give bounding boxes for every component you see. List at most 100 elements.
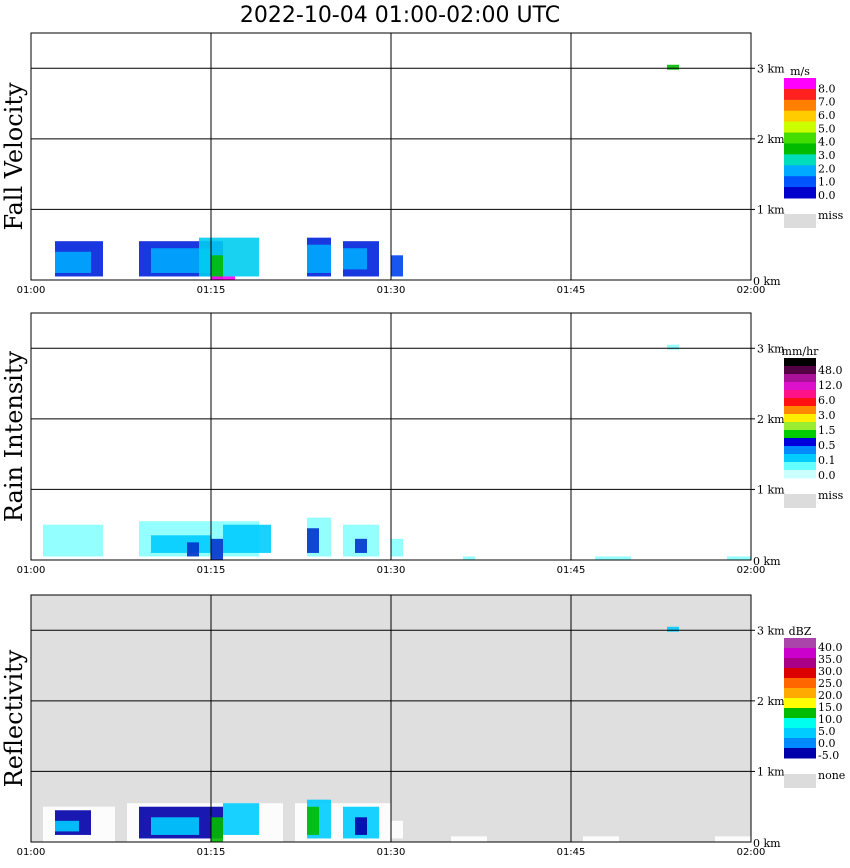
legend-swatch xyxy=(784,88,816,101)
data-cell xyxy=(211,538,223,560)
legend-swatch xyxy=(784,748,816,759)
data-cell xyxy=(355,817,367,835)
x-tick-label: 01:45 xyxy=(557,847,586,858)
legend-label: 40.0 xyxy=(818,641,843,654)
legend-swatch xyxy=(784,390,816,399)
legend-miss-label: miss xyxy=(818,489,844,502)
legend-unit: m/s xyxy=(790,65,810,78)
plot-frame xyxy=(30,594,752,843)
y-tick-label: 1 km xyxy=(757,203,785,216)
data-cell xyxy=(715,836,751,842)
legend-label: 0.0 xyxy=(818,737,836,750)
legend-label: 35.0 xyxy=(818,653,843,666)
data-cell xyxy=(595,556,631,560)
data-cell xyxy=(727,556,751,560)
legend-label: 12.0 xyxy=(818,379,843,392)
legend-label: 1.5 xyxy=(818,424,836,437)
data-cell xyxy=(463,556,475,560)
y-axis-label: Rain Intensity xyxy=(0,351,28,523)
legend-swatch xyxy=(784,414,816,423)
legend-label: 0.5 xyxy=(818,439,836,452)
legend-swatch xyxy=(784,154,816,166)
legend-swatch xyxy=(784,143,816,155)
x-tick-label: 02:00 xyxy=(737,285,766,296)
legend-swatch xyxy=(784,398,816,407)
data-cell xyxy=(451,836,487,842)
data-cell xyxy=(211,255,223,280)
data-cell xyxy=(583,836,619,842)
legend-label: 25.0 xyxy=(818,677,843,690)
legend-swatch xyxy=(784,422,816,431)
legend-swatch xyxy=(784,648,816,659)
y-zero-label: 0 km xyxy=(753,837,781,850)
data-cell xyxy=(391,820,403,839)
legend-swatch xyxy=(784,668,816,679)
legend-swatch xyxy=(784,738,816,749)
legend-label: 0.1 xyxy=(818,454,836,467)
legend-swatch xyxy=(784,638,816,649)
y-tick-label: 3 km xyxy=(757,62,785,75)
x-tick-label: 01:30 xyxy=(377,285,406,296)
legend: m/s 8.07.06.05.04.03.02.01.00.0 miss xyxy=(784,65,844,228)
legend-label: 5.0 xyxy=(818,725,836,738)
legend-unit: mm/hr xyxy=(782,345,820,358)
legend-swatch xyxy=(784,698,816,709)
data-cell xyxy=(151,535,211,553)
y-tick-label: 1 km xyxy=(757,483,785,496)
legend-swatch xyxy=(784,132,816,144)
legend-label: 7.0 xyxy=(818,96,836,109)
data-cell xyxy=(307,244,331,273)
legend: dBZ 40.035.030.025.020.015.010.05.00.0-5.… xyxy=(784,625,845,788)
legend-label: -5.0 xyxy=(818,749,839,762)
legend-swatch xyxy=(784,678,816,689)
data-cell xyxy=(55,251,91,273)
x-tick-label: 01:15 xyxy=(197,565,226,576)
legend-label: 6.0 xyxy=(818,109,836,122)
x-tick-label: 01:45 xyxy=(557,285,586,296)
legend-miss-label: none xyxy=(818,769,845,782)
legend-label: 20.0 xyxy=(818,689,843,702)
x-tick-label: 02:00 xyxy=(737,847,766,858)
legend-swatch xyxy=(784,454,816,463)
y-tick-label: 3 km xyxy=(757,342,785,355)
legend-label: 4.0 xyxy=(818,136,836,149)
data-cell xyxy=(307,528,319,553)
x-tick-label: 01:00 xyxy=(17,565,46,576)
legend-label: 0.0 xyxy=(818,189,836,202)
data-cell xyxy=(667,626,679,632)
legend-swatch xyxy=(784,728,816,739)
legend-label: 8.0 xyxy=(818,82,836,95)
data-cell xyxy=(43,524,103,557)
legend-label: 48.0 xyxy=(818,364,843,377)
legend-miss-swatch xyxy=(784,774,816,788)
data-cell xyxy=(151,817,199,835)
y-zero-label: 0 km xyxy=(753,275,781,288)
data-cell xyxy=(307,806,319,835)
legend-label: 3.0 xyxy=(818,149,836,162)
legend-swatch xyxy=(784,110,816,123)
legend-miss-label: miss xyxy=(818,209,844,222)
data-cell xyxy=(211,817,223,842)
legend-swatch xyxy=(784,187,816,199)
y-axis-label: Reflectivity xyxy=(0,649,28,787)
legend-swatch xyxy=(784,99,816,112)
legend-swatch xyxy=(784,121,816,134)
legend-swatch xyxy=(784,430,816,439)
panel-3: 01:00 01:15 01:30 01:45 02:00 1 km 2 km 3 km 0 k… xyxy=(0,594,845,858)
legend-label: 3.0 xyxy=(818,409,836,422)
figure-title: 2022-10-04 01:00-02:00 UTC xyxy=(240,3,560,28)
legend-label: 10.0 xyxy=(818,713,843,726)
data-cell xyxy=(55,820,79,832)
legend-swatch xyxy=(784,176,816,188)
y-tick-label: 3 km xyxy=(757,624,785,637)
x-tick-label: 02:00 xyxy=(737,565,766,576)
data-cell xyxy=(667,344,679,350)
y-axis-label: Fall Velocity xyxy=(0,82,28,231)
data-cells xyxy=(43,344,751,560)
panel-2: 01:00 01:15 01:30 01:45 02:00 1 km 2 km 3 km 0 k… xyxy=(0,312,844,576)
legend-label: 1.0 xyxy=(818,176,836,189)
y-tick-label: 2 km xyxy=(757,413,785,426)
data-cell xyxy=(187,542,199,557)
legend-swatch xyxy=(784,366,816,375)
